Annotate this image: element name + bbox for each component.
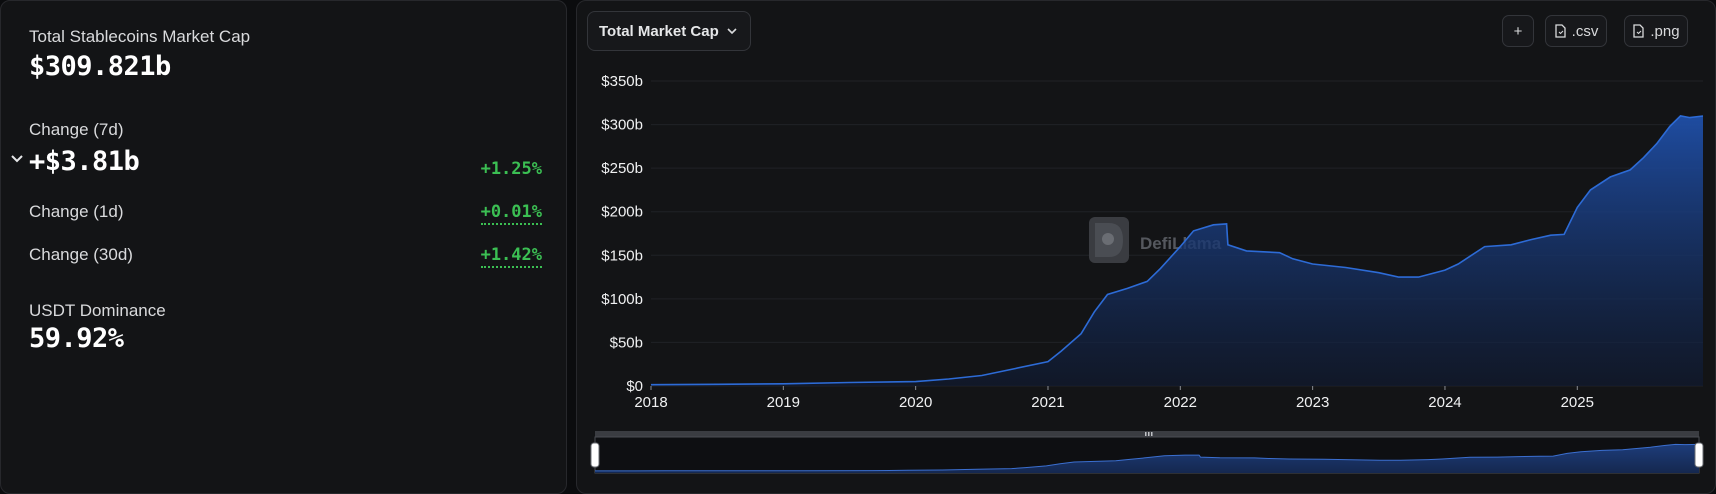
stats-panel: Total Stablecoins Market Cap $309.821b C…: [0, 0, 567, 494]
usdt-dominance-label: USDT Dominance: [29, 301, 166, 320]
grip-mark: [1145, 432, 1147, 436]
y-tick-label: $100b: [601, 291, 643, 308]
market-cap-line: [650, 115, 1704, 386]
market-cap-chart: DefiLlama $0$50b$100b$150b$200b$250b$300…: [590, 73, 1704, 474]
change-7d-value: +$3.81b: [29, 146, 140, 177]
brush-handle[interactable]: [590, 442, 600, 468]
metric-dropdown-label: Total Market Cap: [599, 22, 719, 40]
brush-top-bar[interactable]: [595, 431, 1699, 437]
change-1d-label: Change (1d): [29, 202, 124, 221]
csv-label: .csv: [1571, 22, 1599, 40]
y-tick-label: $50b: [610, 334, 643, 351]
file-icon: [1633, 24, 1645, 38]
change-7d-pct: +1.25%: [480, 159, 542, 179]
chevron-down-icon: [727, 28, 737, 35]
change-30d-label: Change (30d): [29, 245, 133, 264]
change-30d-pct[interactable]: +1.42%: [480, 245, 542, 268]
chevron-down-icon[interactable]: [9, 151, 25, 167]
y-tick-label: $350b: [601, 73, 643, 90]
grip-mark: [1151, 432, 1153, 436]
metric-dropdown[interactable]: Total Market Cap: [587, 11, 751, 51]
brush-area: [595, 444, 1699, 473]
y-tick-label: $150b: [601, 247, 643, 264]
x-tick-label: 2024: [1428, 394, 1461, 411]
total-mcap-value: $309.821b: [29, 51, 171, 82]
brush-line: [594, 443, 1700, 472]
add-button[interactable]: +: [1502, 15, 1534, 47]
change-1d-pct[interactable]: +0.01%: [480, 202, 542, 225]
png-download-button[interactable]: .png: [1624, 15, 1688, 47]
y-tick-label: $200b: [601, 204, 643, 221]
x-tick-label: 2019: [767, 394, 800, 411]
x-tick-label: 2023: [1296, 394, 1329, 411]
y-tick-label: $250b: [601, 160, 643, 177]
chart-panel: DefiLlama $0 $50b $100b $150b $200b $250b $300…: [576, 0, 1716, 494]
csv-download-button[interactable]: .csv: [1545, 15, 1607, 47]
x-tick-label: 2021: [1031, 394, 1064, 411]
usdt-dominance-value: 59.92%: [29, 323, 124, 354]
brush-handle[interactable]: [1694, 442, 1704, 468]
change-7d-label: Change (7d): [29, 120, 124, 139]
time-range-brush[interactable]: [590, 431, 1704, 474]
x-tick-label: 2025: [1561, 394, 1594, 411]
y-tick-label: $300b: [601, 117, 643, 134]
grip-mark: [1148, 432, 1150, 436]
plus-icon: +: [1513, 22, 1523, 40]
total-mcap-label: Total Stablecoins Market Cap: [29, 27, 251, 46]
x-tick-label: 2018: [634, 394, 667, 411]
file-icon: [1555, 24, 1566, 38]
png-label: .png: [1650, 22, 1680, 40]
x-tick-label: 2020: [899, 394, 932, 411]
x-tick-label: 2022: [1164, 394, 1197, 411]
y-tick-label: $0: [626, 378, 643, 395]
